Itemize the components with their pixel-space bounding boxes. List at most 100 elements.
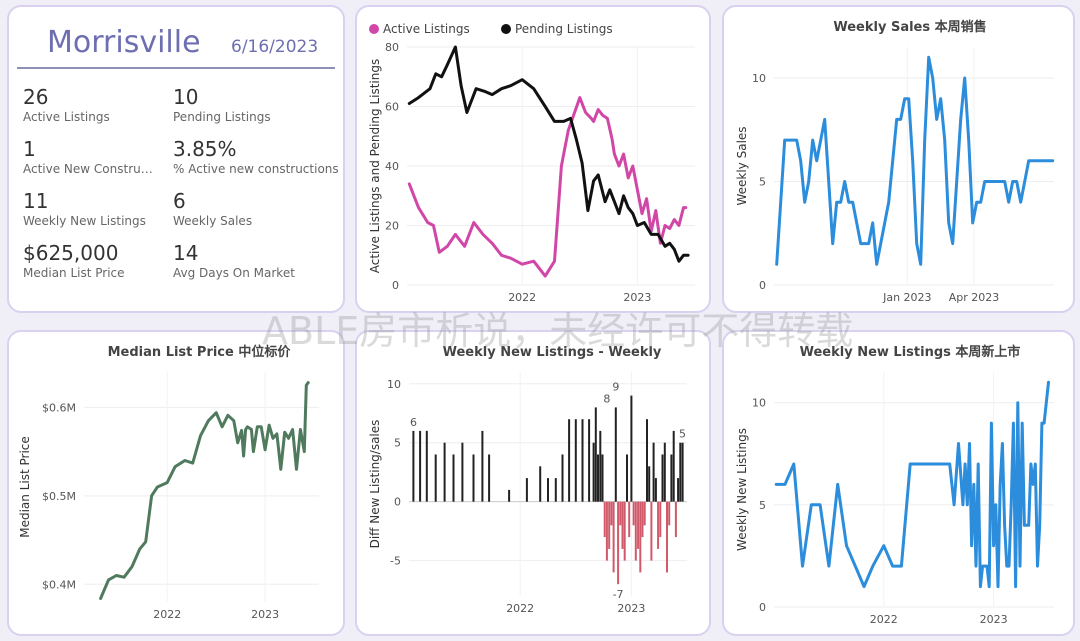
kpi-label: Avg Days On Market <box>173 266 295 280</box>
bar <box>663 442 666 502</box>
legend-label: Active Listings <box>383 22 470 36</box>
kpi-weekly-sales: 6 Weekly Sales <box>173 189 333 229</box>
y-tick-label: $0.5M <box>42 490 76 503</box>
kpi-value: 3.85% <box>173 137 237 161</box>
y-axis-label: Weekly Sales <box>735 126 749 205</box>
bar <box>623 501 626 561</box>
kpi-pending-listings: 10 Pending Listings <box>173 85 333 125</box>
bar <box>643 501 646 526</box>
bar <box>614 407 617 502</box>
bar <box>452 454 455 502</box>
bar <box>597 454 599 502</box>
report-date: 6/16/2023 <box>231 37 319 57</box>
bar <box>654 478 657 502</box>
kpi-label: Weekly New Listings <box>23 214 146 228</box>
listings-chart-card: Active Listings and Pending Listings 0 20 4… <box>355 5 711 313</box>
bar <box>639 501 642 573</box>
bar <box>605 501 608 561</box>
bar <box>461 442 464 502</box>
chart-title: Median List Price 中位标价 <box>108 344 292 360</box>
bar <box>672 430 675 502</box>
y-tick-label: 20 <box>385 220 399 233</box>
data-label: 8 <box>603 392 610 405</box>
y-tick-label: 10 <box>387 378 401 391</box>
kpi-value: 11 <box>23 189 49 213</box>
x-tick-label: 2023 <box>617 602 645 615</box>
bar <box>547 478 549 502</box>
weekly-sales-chart-card: Weekly Sales 本周销售 Weekly Sales 0 5 10 Jan 202… <box>722 5 1075 313</box>
bar <box>603 501 606 538</box>
y-tick-label: 0 <box>392 279 399 292</box>
legend-marker <box>501 24 511 34</box>
bar <box>666 501 668 573</box>
x-tick-label: 2022 <box>506 602 534 615</box>
y-tick-label: 10 <box>752 397 766 410</box>
series-line-2 <box>407 45 690 263</box>
bar <box>561 454 564 502</box>
bar <box>610 501 613 526</box>
bar <box>632 501 635 526</box>
kpi-pct-active-new-construction: 3.85% % Active new constructions <box>173 137 343 177</box>
data-label: 9 <box>612 381 619 394</box>
y-tick-label: 5 <box>759 176 766 189</box>
y-tick-label: 60 <box>385 101 399 114</box>
bar <box>601 454 604 502</box>
bar <box>637 501 640 549</box>
median-price-chart-card: Median List Price 中位标价 Median List Price $… <box>7 330 345 636</box>
bar <box>568 419 571 502</box>
kpi-value: 26 <box>23 85 49 109</box>
bar <box>674 501 677 538</box>
diff-listings-chart-card: Weekly New Listings - Weekly Diff New Lis… <box>355 330 711 636</box>
kpi-card: Morrisville 6/16/2023 26 Active Listings… <box>7 5 345 313</box>
bar <box>657 501 660 549</box>
kpi-label: % Active new constructions <box>173 162 339 176</box>
series-line-1 <box>99 381 310 600</box>
kpi-label: Weekly Sales <box>173 214 253 228</box>
series-line-1 <box>774 380 1050 589</box>
kpi-weekly-new-listings: 11 Weekly New Listings <box>23 189 183 229</box>
series-line-1 <box>407 96 688 278</box>
x-tick-label: 2022 <box>870 613 898 626</box>
y-tick-label: -5 <box>390 555 401 568</box>
y-tick-label: 0 <box>759 279 766 292</box>
city-title: Morrisville <box>47 25 201 60</box>
kpi-active-new-construction: 1 Active New Constructi... <box>23 137 157 177</box>
bar <box>525 478 528 502</box>
x-tick-label: Apr 2023 <box>949 291 1000 304</box>
kpi-value: 14 <box>173 241 199 265</box>
x-tick-label: 2022 <box>508 291 536 304</box>
bar <box>661 454 664 502</box>
y-tick-label: 5 <box>759 499 766 512</box>
bar <box>539 466 542 502</box>
weekly-new-listings-chart-card: Weekly New Listings 本周新上市 Weekly New List… <box>722 330 1075 636</box>
bar <box>612 501 615 573</box>
chart-title: Weekly New Listings - Weekly <box>443 345 662 360</box>
y-tick-label: $0.4M <box>42 578 76 591</box>
data-label: 6 <box>410 416 417 429</box>
bar <box>508 489 511 502</box>
y-axis-label: Diff New Listing/sales <box>368 420 382 549</box>
kpi-label: Median List Price <box>23 266 125 280</box>
bar <box>599 430 602 502</box>
bar <box>472 454 475 502</box>
bar <box>628 501 631 538</box>
bar <box>681 442 684 502</box>
y-tick-label: 0 <box>394 496 401 509</box>
y-axis-label: Median List Price <box>18 436 32 538</box>
y-tick-label: 5 <box>394 437 401 450</box>
bar <box>617 501 620 585</box>
y-tick-label: 10 <box>752 72 766 85</box>
bar <box>574 419 577 502</box>
weekly-sales-chart: Weekly Sales 本周销售 Weekly Sales 0 5 10 Jan 202… <box>735 19 1055 304</box>
bar <box>594 407 597 502</box>
bar <box>630 395 633 502</box>
kpi-active-listings: 26 Active Listings <box>23 85 183 125</box>
legend-label: Pending Listings <box>515 22 613 36</box>
chart-title: Weekly Sales 本周销售 <box>833 19 986 35</box>
kpi-value: $625,000 <box>23 241 119 265</box>
bar <box>677 478 680 502</box>
x-tick-label: 2023 <box>251 608 279 621</box>
bar <box>652 442 655 502</box>
bar <box>554 478 557 502</box>
bar <box>668 501 671 526</box>
